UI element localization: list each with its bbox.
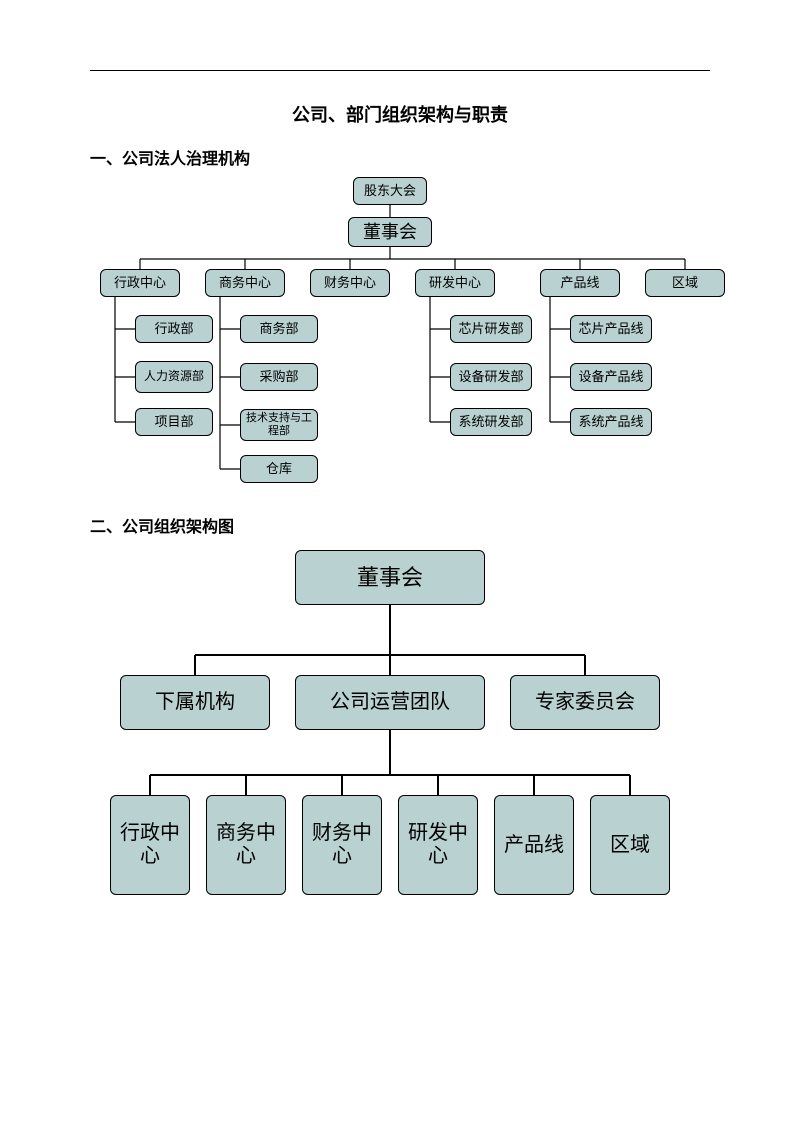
dept-proj: 项目部 [135, 408, 213, 436]
l3-prod: 产品线 [494, 795, 574, 895]
center-biz: 商务中心 [205, 269, 285, 297]
l3-biz: 商务中心 [206, 795, 286, 895]
node-shareholders: 股东大会 [353, 177, 427, 205]
dept-hr: 人力资源部 [135, 361, 213, 393]
page-title: 公司、部门组织架构与职责 [90, 101, 710, 127]
chart2: 董事会 下属机构 公司运营团队 专家委员会 行政中心 商务中心 财务中心 研发中… [90, 545, 710, 925]
l3-rd: 研发中心 [398, 795, 478, 895]
node-board2: 董事会 [295, 550, 485, 605]
node-board1: 董事会 [348, 217, 432, 247]
node-ops-team: 公司运营团队 [295, 675, 485, 730]
section2-heading: 二、公司组织架构图 [90, 513, 710, 537]
dept-sys-rd: 系统研发部 [450, 408, 532, 436]
center-prod: 产品线 [540, 269, 620, 297]
center-fin: 财务中心 [310, 269, 390, 297]
top-rule [90, 70, 710, 71]
dept-warehouse: 仓库 [240, 455, 318, 483]
l3-admin: 行政中心 [110, 795, 190, 895]
center-rd: 研发中心 [415, 269, 495, 297]
section1-heading: 一、公司法人治理机构 [90, 145, 710, 169]
dept-equip-rd: 设备研发部 [450, 363, 532, 391]
node-subsidiary: 下属机构 [120, 675, 270, 730]
dept-sys-prod: 系统产品线 [570, 408, 652, 436]
dept-chip-rd: 芯片研发部 [450, 315, 532, 343]
center-region: 区域 [645, 269, 725, 297]
dept-chip-prod: 芯片产品线 [570, 315, 652, 343]
l3-region: 区域 [590, 795, 670, 895]
dept-admin: 行政部 [135, 315, 213, 343]
chart1: 股东大会 董事会 行政中心 商务中心 财务中心 研发中心 产品线 区域 行政部 … [90, 177, 710, 507]
dept-biz: 商务部 [240, 315, 318, 343]
l3-fin: 财务中心 [302, 795, 382, 895]
dept-tech: 技术支持与工程部 [240, 409, 318, 441]
dept-purchase: 采购部 [240, 363, 318, 391]
center-admin: 行政中心 [100, 269, 180, 297]
node-expert: 专家委员会 [510, 675, 660, 730]
dept-equip-prod: 设备产品线 [570, 363, 652, 391]
